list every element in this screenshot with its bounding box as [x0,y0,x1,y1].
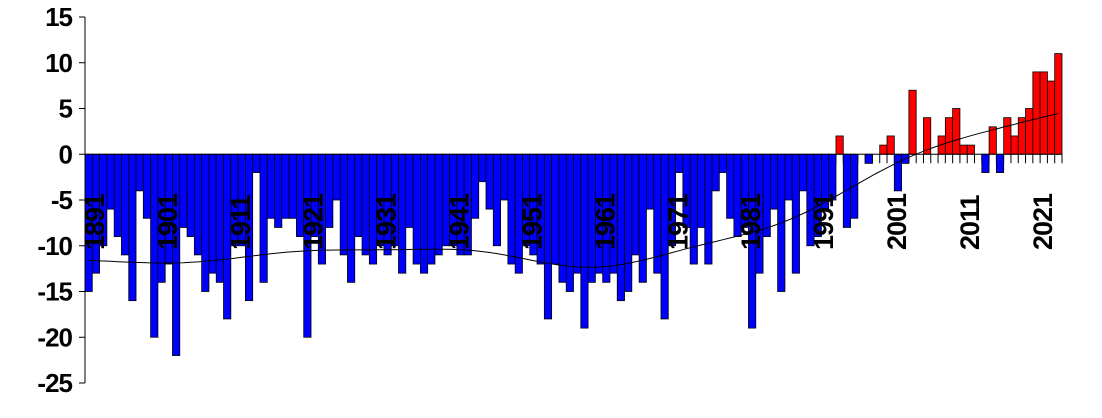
bar-2023 [1047,80,1056,155]
x-tick-label: 1951 [517,193,547,250]
bar-1994 [835,135,844,155]
x-tick-label: 2011 [955,194,985,250]
bar-1987 [784,153,793,201]
bar-1897 [128,153,137,302]
bar-2017 [1003,117,1012,155]
bar-1896 [121,153,130,256]
bar-1989 [799,153,808,192]
bar-1947 [492,153,501,247]
y-axis-ticks: 15 10 5 0 -5 -10 -15 -20 -25 [37,2,85,398]
bar-1995 [842,153,851,228]
y-tick-label: 15 [45,2,72,32]
x-tick-label: 1961 [590,193,620,250]
bar-1929 [361,153,370,256]
bar-1916 [266,153,275,219]
bar-1908 [208,153,217,274]
bar-1906 [193,153,203,256]
x-tick-label: 1921 [299,193,329,250]
y-tick-label: -10 [37,231,72,261]
x-tick-label: 1911 [226,194,256,250]
bar-1935 [405,153,414,228]
bar-2022 [1039,71,1048,155]
y-tick-label: -20 [37,322,72,352]
bar-1925 [332,153,341,201]
x-tick-label: 1971 [663,193,693,250]
bar-1966 [631,153,640,256]
x-tick-label: 1901 [153,193,183,250]
y-tick-label: 0 [59,139,73,169]
bar-1917 [274,153,283,228]
bar-1949 [507,153,516,265]
x-tick-label: 1981 [736,193,766,250]
bar-1899 [142,153,152,219]
bar-1945 [478,153,487,183]
bar-1967 [638,153,647,283]
bar-1957 [565,153,574,292]
bar-1956 [558,153,567,283]
bar-2009 [944,117,954,155]
bar-1985 [769,153,779,210]
bar-1975 [697,153,706,228]
bar-2016 [995,153,1005,173]
y-tick-label: 5 [59,94,73,124]
bar-1959 [580,153,589,329]
bar-1988 [791,153,800,274]
x-tick-label: 2021 [1028,193,1058,250]
bar-1946 [485,153,494,210]
bar-1978 [718,153,728,173]
bar-2020 [1025,108,1034,155]
bar-1898 [135,153,144,192]
y-tick-label: -25 [37,368,72,398]
bar-1928 [354,153,363,237]
bar-2002 [893,153,902,192]
bar-1977 [711,153,720,192]
trend-line [88,112,1059,268]
bar-2012 [966,144,975,155]
bar-1905 [186,153,195,237]
bar-1937 [419,153,429,274]
bar-1993 [828,153,837,201]
bar-2011 [959,144,968,155]
y-tick-label: -15 [37,277,72,307]
x-tick-label: 2001 [882,193,912,250]
bar-1976 [704,153,713,265]
bar-1909 [215,153,224,283]
bar-1948 [500,153,509,201]
bar-1979 [726,153,735,219]
bar-1998 [864,153,873,164]
bar-2001 [886,135,895,155]
y-tick-label: -5 [51,185,73,215]
bar-1939 [434,153,443,256]
y-tick-label: 10 [45,48,72,78]
bar-1915 [259,153,268,283]
bar-2024 [1054,53,1063,155]
bar-1919 [288,153,297,219]
bar-2021 [1032,71,1041,155]
x-tick-label: 1931 [372,193,402,250]
bar-1895 [113,153,122,237]
x-tick-label: 1941 [445,193,475,250]
bar-2010 [952,108,961,155]
bar-2018 [1010,135,1019,155]
bar-1968 [646,153,655,210]
bar-1965 [624,153,633,292]
bar-1958 [573,153,582,274]
bar-2004 [908,89,917,155]
bar-1918 [281,153,290,219]
bar-1907 [201,153,210,292]
bar-1903 [172,153,181,356]
bar-2000 [879,144,888,155]
bar-1972 [675,153,684,173]
bar-1926 [339,153,348,256]
bar-1936 [412,153,421,265]
bar-1927 [347,153,356,283]
bar-2014 [981,153,990,173]
bar-1914 [252,153,261,173]
bar-1955 [551,153,560,265]
x-tick-label: 1991 [809,193,839,250]
bar-1938 [427,153,436,265]
